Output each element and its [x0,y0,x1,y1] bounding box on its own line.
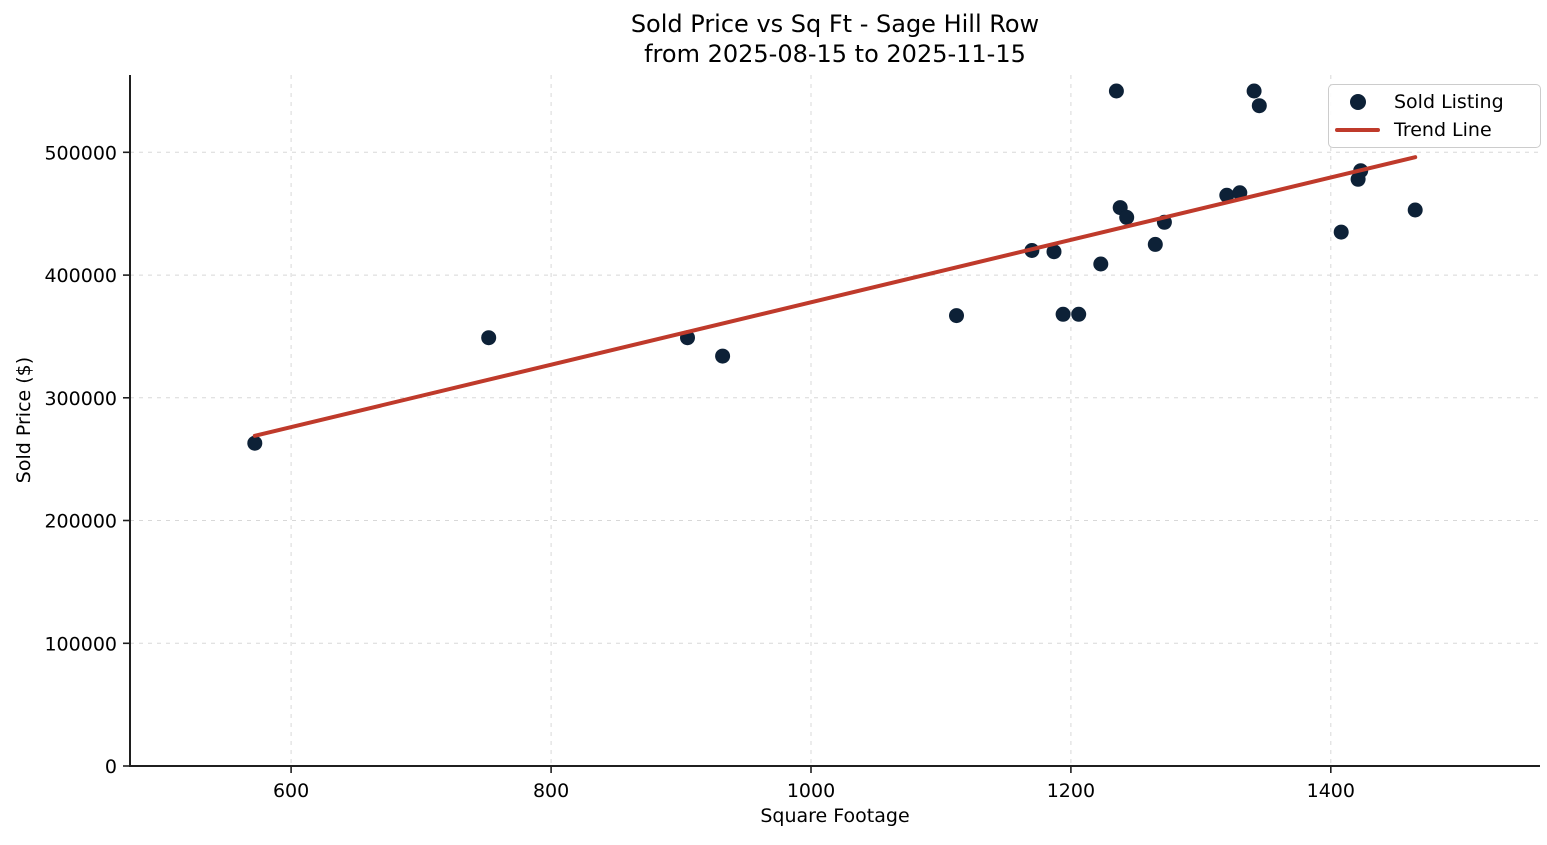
data-point [1071,306,1087,322]
chart-title-line2: from 2025-08-15 to 2025-11-15 [644,40,1026,68]
data-point [1219,187,1235,203]
legend: Sold Listing Trend Line [1328,84,1541,148]
data-point [715,348,731,364]
y-tick-label: 100000 [44,633,117,655]
x-tick-label: 1200 [1047,780,1095,802]
legend-label-trend-line: Trend Line [1394,119,1492,141]
legend-item-sold-listing: Sold Listing [1329,89,1540,115]
x-tick-label: 600 [273,780,309,802]
chart-title: Sold Price vs Sq Ft - Sage Hill Row from… [130,9,1540,69]
y-tick-label: 400000 [44,265,117,287]
data-point [1246,83,1262,99]
legend-item-trend-line: Trend Line [1329,117,1540,143]
y-tick-label: 0 [105,756,117,778]
data-point [1055,306,1071,322]
data-point [1119,209,1135,225]
sold-listing-marker-icon [1350,94,1366,110]
y-tick-label: 200000 [44,511,117,533]
data-point [481,330,497,346]
y-axis-label: Sold Price ($) [13,356,35,484]
data-point [1333,224,1349,240]
trend-line-marker-icon [1335,128,1380,132]
data-point [1251,98,1267,114]
chart-title-line1: Sold Price vs Sq Ft - Sage Hill Row [630,10,1040,38]
data-point [949,308,964,324]
data-point [1108,83,1124,99]
trend-line [252,155,1418,438]
x-axis-label: Square Footage [760,805,910,827]
data-point [1046,244,1062,260]
legend-label-sold-listing: Sold Listing [1394,91,1504,113]
data-point [247,435,263,451]
y-tick-label: 500000 [44,142,117,164]
y-tick-label: 300000 [44,388,117,410]
x-tick-label: 1000 [787,780,835,802]
data-point [1093,256,1109,272]
data-point [1407,202,1423,218]
x-tick-label: 1400 [1307,780,1355,802]
x-tick-label: 800 [533,780,569,802]
data-point [1147,236,1163,252]
